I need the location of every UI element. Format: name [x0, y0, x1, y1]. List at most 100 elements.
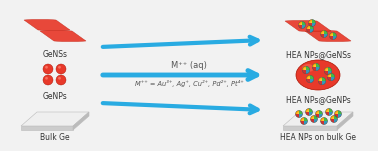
- Wedge shape: [333, 36, 336, 40]
- Circle shape: [330, 32, 336, 40]
- Wedge shape: [327, 73, 331, 77]
- Wedge shape: [310, 26, 313, 29]
- Circle shape: [312, 63, 320, 71]
- Wedge shape: [299, 21, 302, 25]
- PathPatch shape: [305, 30, 351, 42]
- Circle shape: [314, 65, 316, 67]
- Wedge shape: [301, 121, 304, 125]
- Circle shape: [305, 109, 313, 116]
- Circle shape: [312, 117, 314, 119]
- Wedge shape: [305, 109, 309, 112]
- Wedge shape: [334, 119, 338, 122]
- Polygon shape: [337, 112, 353, 130]
- Wedge shape: [324, 34, 327, 37]
- Circle shape: [307, 26, 313, 32]
- Circle shape: [321, 117, 327, 125]
- Circle shape: [299, 21, 305, 29]
- Circle shape: [326, 69, 328, 71]
- Wedge shape: [322, 81, 326, 85]
- Wedge shape: [338, 111, 341, 114]
- Wedge shape: [299, 111, 302, 114]
- PathPatch shape: [24, 19, 70, 31]
- Circle shape: [318, 77, 326, 85]
- Circle shape: [43, 64, 53, 74]
- Wedge shape: [329, 109, 333, 112]
- Ellipse shape: [296, 60, 340, 90]
- Text: HEA NPs@GeNPs: HEA NPs@GeNPs: [286, 95, 350, 104]
- Circle shape: [306, 75, 314, 83]
- Text: GeNSs: GeNSs: [42, 50, 68, 59]
- Wedge shape: [316, 63, 320, 67]
- Wedge shape: [308, 23, 312, 26]
- Wedge shape: [312, 19, 316, 23]
- Circle shape: [302, 66, 310, 74]
- Wedge shape: [314, 119, 318, 122]
- Text: GeNPs: GeNPs: [43, 92, 67, 101]
- Wedge shape: [328, 71, 332, 75]
- Wedge shape: [309, 112, 313, 116]
- Wedge shape: [330, 36, 333, 40]
- Polygon shape: [283, 126, 337, 130]
- Circle shape: [307, 110, 309, 112]
- Circle shape: [318, 112, 319, 114]
- Wedge shape: [329, 112, 333, 116]
- Circle shape: [310, 21, 312, 23]
- Wedge shape: [327, 77, 331, 81]
- Wedge shape: [324, 31, 327, 34]
- Wedge shape: [321, 34, 324, 37]
- Circle shape: [43, 75, 53, 85]
- Circle shape: [330, 116, 338, 122]
- Wedge shape: [302, 66, 306, 70]
- Wedge shape: [321, 121, 324, 125]
- Wedge shape: [319, 114, 322, 117]
- Circle shape: [324, 67, 332, 75]
- Circle shape: [301, 23, 302, 25]
- Wedge shape: [310, 116, 314, 119]
- Circle shape: [45, 66, 48, 69]
- Wedge shape: [296, 111, 299, 114]
- Wedge shape: [305, 112, 309, 116]
- Wedge shape: [301, 117, 304, 121]
- Circle shape: [58, 77, 61, 80]
- Circle shape: [56, 64, 66, 74]
- Wedge shape: [299, 25, 302, 29]
- Wedge shape: [312, 23, 316, 26]
- Wedge shape: [324, 121, 327, 125]
- Wedge shape: [316, 114, 319, 117]
- PathPatch shape: [40, 30, 86, 42]
- Wedge shape: [331, 77, 335, 81]
- Wedge shape: [335, 111, 338, 114]
- Wedge shape: [304, 121, 307, 125]
- Polygon shape: [21, 112, 89, 126]
- Wedge shape: [306, 75, 310, 79]
- Wedge shape: [324, 71, 328, 75]
- Wedge shape: [324, 67, 328, 71]
- Polygon shape: [283, 112, 353, 126]
- Ellipse shape: [302, 64, 314, 72]
- Wedge shape: [306, 70, 310, 74]
- Circle shape: [302, 119, 304, 121]
- Circle shape: [310, 116, 318, 122]
- Wedge shape: [310, 79, 314, 83]
- Polygon shape: [21, 126, 73, 130]
- Wedge shape: [333, 32, 336, 36]
- Polygon shape: [73, 112, 89, 130]
- Wedge shape: [316, 67, 320, 71]
- Wedge shape: [304, 117, 307, 121]
- Wedge shape: [324, 117, 327, 121]
- Text: HEA NPs@GeNSs: HEA NPs@GeNSs: [285, 50, 350, 59]
- Wedge shape: [328, 67, 332, 71]
- Wedge shape: [299, 114, 302, 117]
- Circle shape: [325, 109, 333, 116]
- Text: HEA NPs on bulk Ge: HEA NPs on bulk Ge: [280, 133, 356, 142]
- Text: M⁺⁺ (aq): M⁺⁺ (aq): [171, 61, 207, 70]
- Circle shape: [332, 34, 333, 36]
- Circle shape: [301, 117, 307, 125]
- Wedge shape: [310, 75, 314, 79]
- Wedge shape: [325, 109, 329, 112]
- Circle shape: [58, 66, 61, 69]
- Wedge shape: [307, 29, 310, 32]
- Text: Bulk Ge: Bulk Ge: [40, 133, 70, 142]
- Circle shape: [316, 111, 322, 117]
- Circle shape: [297, 112, 299, 114]
